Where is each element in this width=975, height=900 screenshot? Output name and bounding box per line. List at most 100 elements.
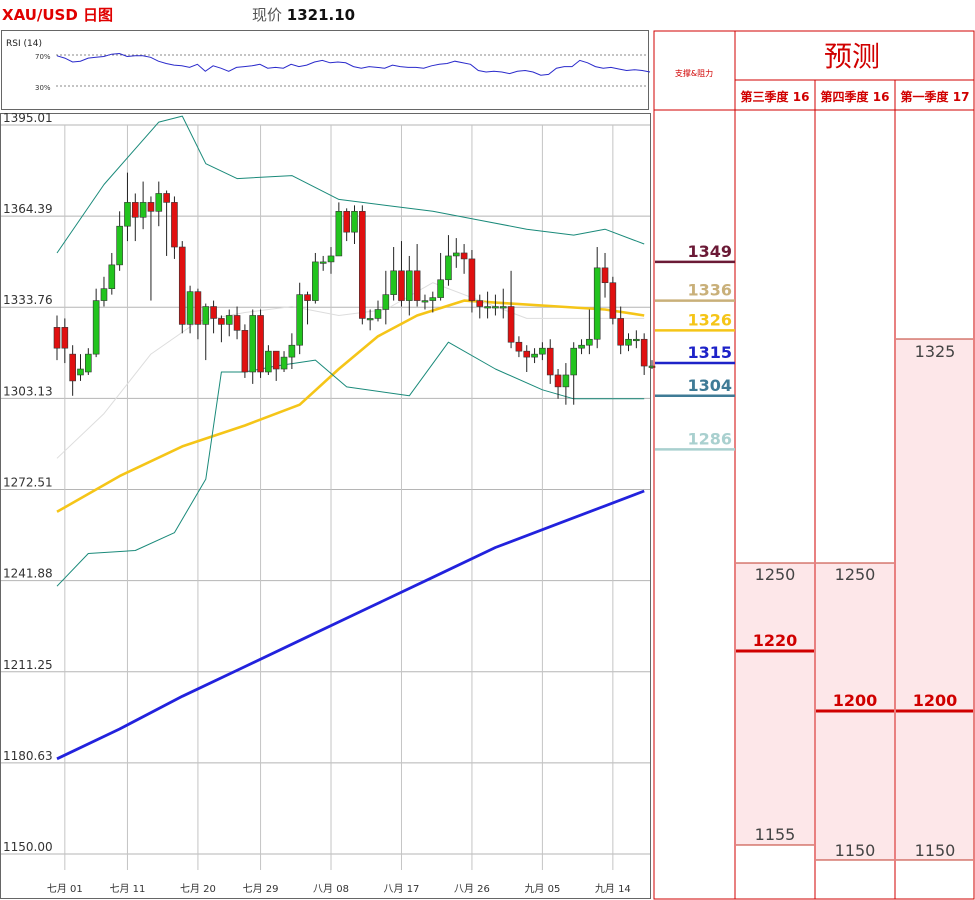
candle-body [85, 353, 92, 373]
candle [280, 351, 288, 372]
candle [539, 342, 546, 361]
rsi-level-30-label: 30% [35, 84, 51, 92]
rsi-level-70-label: 70% [35, 53, 51, 61]
candle [452, 238, 460, 268]
series-line-0 [56, 299, 645, 513]
candle-body [100, 288, 108, 301]
support-resistance-label: 支撑&阻力 [675, 68, 713, 78]
candle-body [69, 353, 76, 382]
candle-body [296, 294, 303, 346]
x-tick-label: 九月 14 [595, 883, 631, 895]
candles [53, 172, 656, 405]
candle-body [202, 306, 210, 325]
candle [100, 276, 108, 307]
instrument-title: XAU/USD 日图 [2, 6, 114, 24]
sr-level-value: 1315 [687, 343, 732, 362]
forecast-frame [653, 30, 975, 900]
candle [460, 244, 468, 274]
candle-body [272, 350, 280, 370]
candle-body [116, 225, 123, 266]
q3-target-value: 1220 [753, 631, 798, 650]
candle-body [578, 344, 585, 349]
candle [390, 247, 397, 301]
rsi-line [56, 52, 651, 76]
candle [233, 306, 241, 340]
candle-body [155, 193, 163, 212]
candle-body [335, 211, 343, 257]
candle-body [633, 338, 640, 342]
candle [186, 285, 194, 334]
candle [108, 252, 116, 295]
candle [640, 333, 648, 375]
candle-body [515, 341, 523, 352]
candle [499, 288, 507, 319]
y-tick-label: 1395.01 [3, 111, 53, 125]
candle-body [233, 315, 241, 331]
candle [476, 294, 484, 319]
candle-body [210, 306, 217, 319]
candle-body [625, 338, 632, 346]
candle [421, 294, 429, 310]
candle [116, 211, 123, 271]
candle-body [554, 374, 562, 388]
candle [202, 303, 210, 361]
price-chart-frame [0, 113, 651, 899]
candle-body [131, 202, 139, 218]
candle [178, 241, 186, 334]
candle [507, 270, 515, 349]
y-tick-label: 1150.00 [3, 840, 53, 854]
y-axis-labels: 1395.01 1364.39 1333.76 1303.13 1272.51 1241.… [3, 111, 53, 854]
candle-body [531, 353, 538, 358]
candle-body [343, 211, 350, 233]
y-tick-label: 1272.51 [3, 475, 53, 489]
candle-body [499, 306, 507, 309]
y-tick-label: 1180.63 [3, 749, 53, 763]
series-line-1 [56, 489, 645, 761]
candle-body [288, 344, 296, 358]
candle [398, 241, 405, 307]
candle [312, 252, 319, 304]
sr-level-value: 1326 [687, 310, 732, 329]
candle [445, 235, 452, 286]
candle [155, 181, 163, 227]
candle [272, 350, 280, 381]
candle-body [460, 252, 468, 260]
candle [633, 330, 640, 349]
candle-body [484, 306, 491, 309]
candle-body [398, 270, 405, 301]
candle [562, 363, 570, 405]
candle [335, 202, 343, 257]
candle [171, 196, 178, 259]
candle-body [586, 338, 593, 346]
candle [429, 291, 437, 313]
candle-body [382, 294, 390, 310]
candle [468, 249, 476, 313]
q3-high-value: 1250 [755, 565, 796, 584]
y-tick-label: 1241.88 [3, 567, 53, 581]
q1-low-value: 1150 [915, 841, 956, 860]
grid-layer [1, 124, 650, 870]
forecast-title: 预测 [824, 40, 880, 73]
candle-body [139, 202, 147, 218]
y-tick-label: 1364.39 [3, 202, 53, 216]
q4-target-value: 1200 [833, 691, 878, 710]
candle [241, 324, 249, 378]
candle [366, 309, 374, 331]
x-tick-label: 九月 05 [524, 883, 560, 895]
candle-body [171, 202, 178, 248]
q1-high-value: 1325 [915, 342, 956, 361]
current-price-value: 1321.10 [286, 6, 356, 24]
candle-body [280, 356, 288, 370]
indicator-lines [56, 115, 645, 761]
candle-body [319, 261, 327, 264]
sr-level-value: 1336 [687, 281, 732, 300]
support-resistance-levels: 1349 1336 1326 1315 1304 1286 [655, 242, 735, 451]
candle-body [218, 318, 225, 325]
sr-level-value: 1349 [687, 242, 732, 261]
candle [523, 345, 531, 372]
y-tick-label: 1333.76 [3, 293, 53, 307]
candle [437, 252, 444, 301]
candle [601, 252, 609, 298]
y-tick-label: 1211.25 [3, 658, 53, 672]
